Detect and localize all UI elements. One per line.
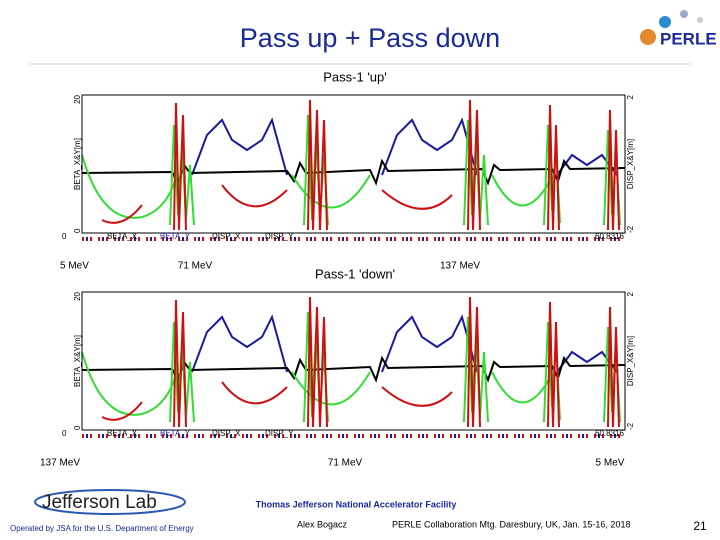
plot-frame (81, 291, 626, 431)
right-tick-label: -2 (626, 422, 635, 430)
x-end-label: 60.8316 (595, 429, 624, 438)
y-axis-label-right: DISP_X&Y[m] (626, 336, 635, 386)
left-tick-label: 20 (73, 94, 82, 103)
energy-label: 71 MeV (328, 458, 363, 469)
left-tick-label: 0 (73, 228, 82, 233)
plot-title: Pass-1 'up' (323, 69, 387, 84)
slide-title: Pass up + Pass down (240, 23, 500, 53)
perle-logo: PERLE (640, 10, 717, 48)
page-number: 21 (693, 519, 707, 533)
author: Alex Bogacz (297, 519, 348, 529)
energy-label: 5 MeV (60, 261, 89, 272)
left-tick-label: 20 (73, 291, 82, 300)
left-tick-label: 0 (73, 425, 82, 430)
y-axis-label-left: BETA_X&Y[m] (73, 335, 82, 387)
facility: Thomas Jefferson National Accelerator Fa… (256, 499, 457, 509)
energy-label: 137 MeV (40, 458, 80, 469)
footer: Jefferson Lab Thomas Jefferson National … (10, 489, 707, 533)
optics-plot: Pass-1 'down'BETA_X&Y[m] DISP_X&Y[m]20 20-… (40, 266, 635, 468)
legend-entry: DISP_Y (265, 232, 294, 241)
legend-entry: BETA_Y (160, 429, 191, 438)
right-tick-label: 2 (626, 94, 635, 99)
x-end-label: 60.8316 (595, 232, 624, 241)
energy-label: 71 MeV (178, 261, 213, 272)
y-axis-label-right: DISP_X&Y[m] (626, 139, 635, 189)
right-tick-label: 2 (626, 291, 635, 296)
energy-label: 5 MeV (596, 458, 625, 469)
legend-entry: DISP_Y (265, 429, 294, 438)
legend-entry: DISP_X (212, 429, 241, 438)
right-tick-label: -2 (626, 225, 635, 233)
x-start-label: 0 (62, 429, 67, 438)
y-axis-label-left: BETA_X&Y[m] (73, 138, 82, 190)
optics-plot: Pass-1 'up'BETA_X&Y[m] DISP_X&Y[m]20 20 -20… (60, 69, 635, 271)
meeting: PERLE Collaboration Mtg. Daresbury, UK, … (392, 519, 630, 529)
plot-frame (81, 94, 626, 234)
legend-entry: BETA_Y (160, 232, 191, 241)
energy-label: 137 MeV (440, 261, 480, 272)
plot-title: Pass-1 'down' (315, 266, 395, 281)
x-start-label: 0 (62, 232, 67, 241)
legend-entry: BETA_X (107, 232, 138, 241)
operator: Operated by JSA for the U.S. Department … (10, 524, 194, 533)
legend-entry: BETA_X (107, 429, 138, 438)
legend-entry: DISP_X (212, 232, 241, 241)
logo-text: PERLE (660, 29, 717, 48)
lab-name: Jefferson Lab (42, 492, 157, 513)
